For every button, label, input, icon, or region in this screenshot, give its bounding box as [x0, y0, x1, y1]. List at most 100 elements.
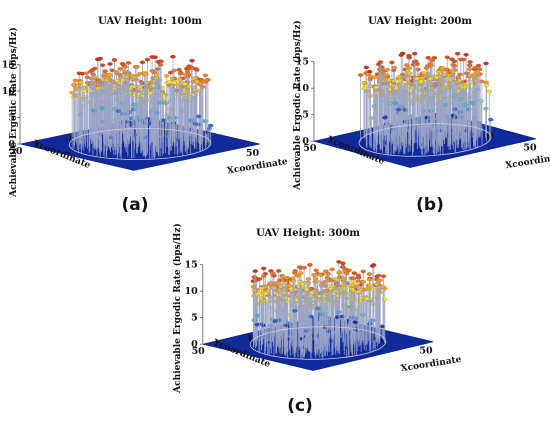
rate-point [384, 67, 391, 72]
rate-point [376, 67, 383, 72]
rate-point [99, 106, 106, 110]
rate-point [107, 62, 113, 66]
rate-point [117, 66, 123, 71]
rate-point [297, 271, 304, 276]
chart-title: UAV Height: 100m [98, 16, 202, 27]
rate-point [467, 60, 473, 64]
rate-point [303, 287, 310, 292]
rate-point [389, 60, 395, 65]
z-tick-label: 5 [191, 313, 198, 324]
rate-point [444, 55, 451, 60]
cell-boundary [358, 123, 492, 157]
rate-point [252, 269, 258, 273]
rate-point [351, 271, 357, 275]
rate-point [406, 66, 413, 70]
rate-point [363, 65, 370, 70]
rate-point [259, 286, 265, 291]
rate-point [107, 73, 114, 78]
rate-point [348, 287, 355, 291]
z-axis-label: Achievable Ergodic Rate (bps/Hz) [8, 27, 19, 198]
panel-label: (a) [121, 195, 148, 215]
panel-label: (b) [416, 195, 444, 215]
rate-point [170, 54, 176, 59]
rate-point [336, 270, 343, 274]
z-axis-label: Achievable Ergodic Rate (bps/Hz) [292, 20, 303, 191]
rate-point [317, 272, 324, 277]
rate-point [176, 67, 182, 72]
rate-point [452, 107, 458, 111]
rate-point [361, 81, 367, 85]
z-tick-label: 15 [296, 57, 309, 68]
rate-point [200, 79, 206, 84]
rate-point [475, 63, 482, 68]
rate-point [461, 102, 468, 107]
surface [357, 51, 494, 156]
rate-point [205, 77, 211, 82]
rate-point [92, 66, 98, 71]
rate-point [314, 279, 321, 284]
rate-point [374, 282, 380, 287]
rate-point [385, 77, 392, 82]
rate-point [308, 314, 314, 319]
panel-label: (c) [287, 396, 313, 416]
rate-point [392, 101, 398, 106]
rate-point [420, 76, 426, 80]
z-tick-label: 15 [185, 260, 198, 271]
rate-point [203, 130, 210, 135]
z-tick-label: 0 [191, 339, 198, 350]
rate-point [164, 73, 170, 78]
rate-point [407, 71, 413, 76]
rate-point [280, 275, 286, 279]
rate-point [355, 273, 362, 278]
rate-point [121, 69, 128, 74]
rate-point [256, 291, 263, 296]
rate-point [153, 73, 160, 78]
rate-point [111, 58, 118, 62]
rate-point [292, 268, 298, 273]
x-axis-label: Xcoordinate [505, 152, 550, 171]
rate-point [403, 63, 410, 67]
rate-point [189, 58, 195, 63]
y-tick-label: 50 [9, 146, 23, 157]
rate-point [463, 52, 469, 57]
rate-point [251, 275, 258, 279]
z-tick-label: 10 [296, 83, 310, 94]
rate-point [418, 79, 424, 84]
rate-point [262, 291, 269, 296]
rate-point [483, 61, 489, 66]
rate-point [130, 107, 137, 112]
rate-point [412, 59, 419, 64]
rate-point [182, 82, 188, 86]
rate-point [380, 274, 387, 279]
rate-point [348, 280, 354, 285]
rate-point [139, 60, 146, 65]
rate-point [375, 273, 382, 278]
rate-point [380, 284, 386, 289]
z-tick-label: 0 [302, 136, 309, 147]
rate-point [421, 71, 427, 75]
rate-point [312, 276, 319, 281]
rate-point [391, 65, 398, 70]
rate-point [415, 67, 421, 72]
y-tick-label: 50 [192, 346, 206, 357]
rate-point [271, 286, 277, 290]
rate-point [435, 70, 442, 74]
rate-point [471, 72, 477, 77]
z-tick-label: 0 [8, 139, 15, 150]
rate-point [332, 277, 339, 281]
rate-point [450, 69, 456, 74]
x-tick-label: 50 [246, 148, 260, 159]
x-tick-label: 50 [419, 346, 433, 357]
rate-point [367, 283, 374, 288]
rate-point [260, 274, 267, 279]
rate-point [352, 320, 358, 325]
rate-point [119, 61, 126, 66]
rate-point [143, 72, 149, 77]
rate-point [457, 110, 463, 114]
rate-point [323, 269, 329, 274]
rate-point [315, 306, 321, 311]
rate-point [439, 66, 446, 70]
rate-point [429, 58, 435, 63]
z-tick-label: 5 [302, 110, 309, 121]
rate-point [468, 80, 474, 85]
